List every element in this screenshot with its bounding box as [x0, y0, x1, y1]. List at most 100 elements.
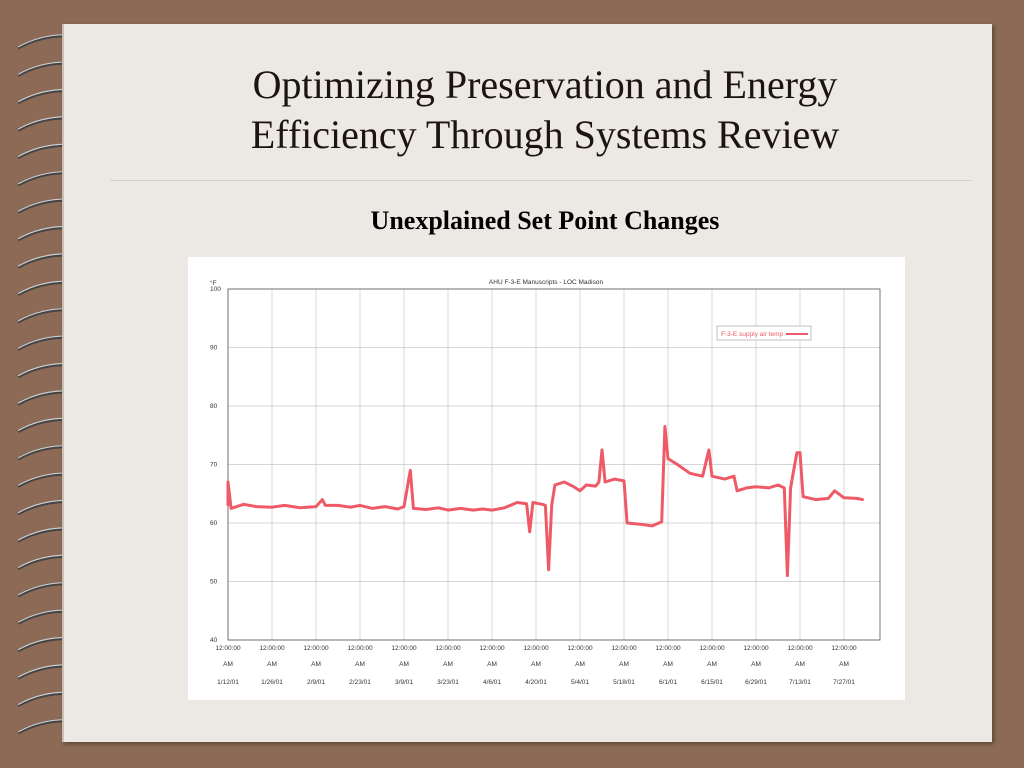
data-point [550, 504, 553, 507]
data-point [226, 480, 230, 484]
data-point [745, 486, 748, 490]
x-tick-date: 3/23/01 [437, 679, 459, 686]
series-line [226, 425, 864, 578]
x-tick-ampm: AM [751, 661, 761, 668]
x-tick-ampm: AM [795, 661, 805, 668]
x-tick-ampm: AM [267, 661, 277, 668]
data-point [842, 496, 846, 499]
data-point [723, 477, 726, 481]
slide-subtitle: Unexplained Set Point Changes [370, 206, 720, 235]
x-tick-time: 12:00:00 [611, 645, 637, 652]
data-point [767, 486, 770, 490]
x-tick-time: 12:00:00 [215, 645, 241, 652]
x-tick-date: 7/13/01 [789, 679, 811, 686]
x-tick-ampm: AM [223, 661, 233, 668]
data-point [446, 508, 450, 512]
chart-legend: F-3-E supply air temp [716, 325, 812, 341]
data-point [437, 506, 440, 509]
x-tick-ampm: AM [531, 661, 541, 668]
y-tick-label: 50 [210, 579, 218, 586]
x-tick-time: 12:00:00 [303, 645, 329, 652]
page-edge [62, 24, 64, 742]
data-point [371, 507, 374, 510]
data-point [625, 521, 629, 525]
data-point [578, 489, 582, 492]
data-point [412, 507, 415, 510]
x-tick-time: 12:00:00 [655, 645, 681, 652]
x-tick-date: 3/9/01 [395, 679, 413, 686]
x-tick-ampm: AM [839, 661, 849, 668]
data-point [600, 448, 604, 452]
x-tick-time: 12:00:00 [347, 645, 373, 652]
data-point [459, 507, 462, 510]
data-point [861, 498, 865, 501]
data-point [324, 504, 327, 507]
slide-title-line-1: Optimizing Preservation and Energy [252, 62, 838, 107]
y-tick-label: 40 [210, 637, 218, 644]
data-point [242, 503, 245, 506]
y-tick-label: 100 [210, 286, 221, 293]
data-point [638, 523, 641, 526]
x-tick-ampm: AM [443, 661, 453, 668]
temperature-chart: AHU F-3-E Manuscripts - LOC Madison °F 4… [210, 279, 881, 686]
data-point [735, 489, 739, 492]
data-point [798, 451, 802, 454]
y-axis-unit-label: °F [210, 279, 217, 287]
data-point [226, 504, 230, 507]
chart-axes: 40 50 60 70 80 90 100 12:00:00 AM 1/12/01 12:00:00… [210, 286, 881, 686]
data-point [553, 483, 557, 487]
chart-container: AHU F-3-E Manuscripts - LOC Madison °F 4… [188, 257, 905, 700]
data-point [283, 504, 286, 507]
data-point [754, 485, 758, 488]
data-point [663, 425, 667, 428]
data-point [827, 497, 830, 500]
data-point [676, 463, 679, 466]
data-point [270, 506, 274, 509]
x-tick-date: 7/27/01 [833, 679, 855, 686]
data-point [525, 502, 528, 505]
data-point [801, 495, 805, 498]
data-point [594, 484, 597, 488]
data-point [515, 501, 519, 504]
data-point [336, 504, 340, 507]
x-tick-ampm: AM [663, 661, 673, 668]
x-tick-date: 6/29/01 [745, 679, 767, 686]
data-point [786, 574, 789, 577]
data-point [358, 504, 362, 507]
data-point [783, 486, 786, 490]
data-point [424, 508, 428, 511]
data-point [833, 489, 836, 492]
chart-title: AHU F-3-E Manuscripts - LOC Madison [489, 279, 604, 286]
x-tick-time: 12:00:00 [479, 645, 505, 652]
data-point [776, 483, 780, 487]
slide-title: Optimizing Preservation and Energy Effic… [150, 60, 940, 160]
x-tick-date: 2/23/01 [349, 679, 371, 686]
x-tick-date: 5/4/01 [571, 679, 589, 686]
data-point [585, 483, 588, 487]
data-point [613, 477, 616, 481]
x-tick-time: 12:00:00 [787, 645, 813, 652]
chart-grid [227, 288, 880, 641]
data-point [603, 480, 607, 484]
x-tick-date: 2/9/01 [307, 679, 325, 686]
x-tick-ampm: AM [399, 661, 409, 668]
x-tick-time: 12:00:00 [523, 645, 549, 652]
slide-title-line-2: Efficiency Through Systems Review [250, 112, 840, 157]
data-point [531, 501, 535, 504]
data-point [255, 505, 258, 508]
data-point [572, 485, 575, 488]
y-tick-label: 70 [210, 462, 218, 469]
data-point [795, 451, 799, 454]
x-tick-ampm: AM [707, 661, 717, 668]
x-tick-date: 1/26/01 [261, 679, 283, 686]
data-point [229, 507, 233, 510]
y-tick-label: 90 [210, 345, 218, 352]
data-point [651, 524, 654, 528]
data-point [481, 507, 484, 511]
x-tick-time: 12:00:00 [743, 645, 769, 652]
data-point [597, 480, 601, 484]
data-point [622, 479, 626, 483]
x-tick-time: 12:00:00 [831, 645, 857, 652]
y-tick-label: 60 [210, 520, 218, 527]
x-tick-ampm: AM [619, 661, 629, 668]
